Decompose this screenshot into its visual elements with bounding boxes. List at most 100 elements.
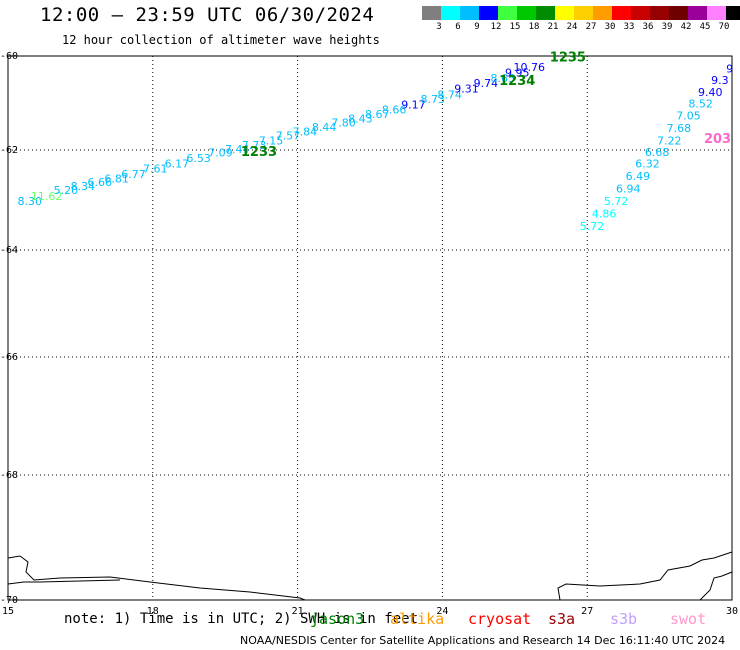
legend-label: 3	[436, 22, 442, 32]
swh-value-label: 7.15	[259, 134, 284, 147]
swh-value-label: 7.68	[667, 122, 692, 135]
legend-swatch	[479, 6, 498, 20]
x-tick-label: 15	[2, 606, 14, 617]
pass-number-label: 1234	[499, 74, 535, 89]
swh-value-label: 6.49	[626, 170, 651, 183]
swh-value-label: 6.17	[165, 158, 190, 171]
satellite-s3b: s3b	[610, 610, 638, 628]
coastline	[557, 551, 733, 601]
satellite-swot: swot	[670, 610, 707, 628]
swh-value-label: 7.09	[208, 147, 233, 160]
swh-value-label: 8.66	[382, 103, 407, 116]
swh-value-label: 9.17	[401, 99, 426, 112]
swh-value-label: 7.44	[225, 143, 250, 156]
y-tick-label: -66	[0, 352, 18, 363]
legend-swatch	[460, 6, 479, 20]
y-tick-label: -64	[0, 245, 18, 256]
y-tick-label: -70	[0, 595, 18, 606]
legend-swatch	[612, 6, 631, 20]
swh-value-label: 9	[726, 62, 733, 75]
swh-value-label: 8.52	[688, 98, 713, 111]
swh-value-label: 9.40	[698, 86, 723, 99]
map-frame	[7, 55, 733, 601]
y-tick-label: -60	[0, 51, 18, 62]
swh-value-label: 6.53	[186, 152, 211, 165]
legend-swatch	[517, 6, 536, 20]
swh-value-label: 8.44	[312, 121, 337, 134]
swh-value-label: 6.94	[616, 183, 641, 196]
legend-label: 70	[718, 22, 730, 32]
y-tick-label: -62	[0, 145, 18, 156]
swh-value-label: 9.31	[454, 83, 479, 96]
swh-value-label: 8.74	[437, 88, 462, 101]
swh-value-label: 8.30	[17, 195, 42, 208]
satellite-cryosat: cryosat	[468, 610, 532, 628]
legend-swatch	[498, 6, 517, 20]
swh-value-label: 6.68	[645, 146, 670, 159]
swh-value-label: 7.73	[242, 139, 267, 152]
legend-label: 15	[509, 22, 521, 32]
page-title: 12:00 – 23:59 UTC 06/30/2024	[40, 4, 375, 26]
legend-swatch	[669, 6, 688, 20]
swh-value-label: 11.62	[31, 190, 63, 203]
legend-swatch	[574, 6, 593, 20]
legend-label: 12	[490, 22, 502, 32]
legend-label: 39	[661, 22, 673, 32]
satellite-s3a: s3a	[548, 610, 576, 628]
footer-note: note: 1) Time is in UTC; 2) SWH is in fe…	[64, 611, 419, 627]
legend-swatch	[555, 6, 574, 20]
legend-label: 21	[547, 22, 559, 32]
swh-value-label: 6.81	[104, 173, 129, 186]
legend-swatch	[707, 6, 726, 20]
legend-label: 45	[699, 22, 711, 32]
swh-value-label: 7.80	[331, 117, 356, 130]
legend-label: 18	[528, 22, 540, 32]
legend-swatch	[688, 6, 707, 20]
swh-value-label: 9.3	[711, 74, 729, 87]
coastline	[699, 571, 733, 601]
swh-value-label: 5.20	[54, 184, 79, 197]
swh-value-label: 8.43	[348, 113, 373, 126]
swh-value-label: 8.67	[365, 108, 390, 121]
pass-number-label: 1233	[241, 145, 277, 160]
swh-value-label: 8.65	[490, 72, 515, 85]
legend-label: 9	[474, 22, 480, 32]
satellite-altika: altika	[390, 610, 445, 628]
legend-swatch	[441, 6, 460, 20]
x-tick-label: 24	[436, 606, 448, 617]
legend-label: 24	[566, 22, 578, 32]
swh-value-label: 6.32	[635, 158, 660, 171]
swh-value-label: 4.86	[592, 208, 617, 221]
swh-value-label: 8.73	[420, 93, 445, 106]
page-subtitle: 12 hour collection of altimeter wave hei…	[62, 33, 380, 47]
legend-label: 27	[585, 22, 597, 32]
swh-value-label: 9.74	[474, 77, 499, 90]
satellite-jason3: jason3	[310, 610, 365, 628]
swh-value-label: 5.72	[580, 220, 605, 233]
legend-swatch	[726, 6, 740, 20]
y-tick-label: -68	[0, 470, 18, 481]
swh-value-label: 6.77	[121, 168, 146, 181]
coastline	[7, 555, 306, 601]
legend-label: 36	[642, 22, 654, 32]
legend-swatch	[650, 6, 669, 20]
legend-swatch	[536, 6, 555, 20]
swh-value-label: 10.76	[514, 61, 546, 74]
legend-swatch	[593, 6, 612, 20]
legend-label: 33	[623, 22, 635, 32]
legend-label: 6	[455, 22, 461, 32]
swh-value-label: 8.34	[71, 180, 96, 193]
swh-value-label: 9.95	[505, 67, 530, 80]
x-tick-label: 30	[726, 606, 738, 617]
swh-value-label: 7.22	[657, 134, 682, 147]
pass-number-label: 203	[704, 132, 731, 147]
legend-label: 30	[604, 22, 616, 32]
credit-line: NOAA/NESDIS Center for Satellite Applica…	[240, 634, 726, 647]
swh-value-label: 7.61	[143, 163, 168, 176]
x-tick-label: 21	[292, 606, 304, 617]
x-tick-label: 18	[147, 606, 159, 617]
swh-value-label: 6.66	[87, 176, 112, 189]
swh-value-label: 7.05	[676, 109, 701, 122]
swh-value-label: 5.72	[604, 195, 629, 208]
